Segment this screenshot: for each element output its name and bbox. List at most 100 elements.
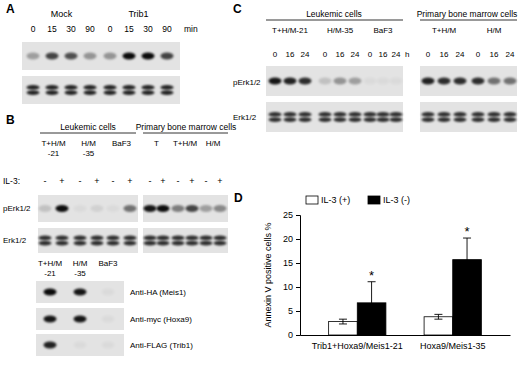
legend-swatch [368,196,380,204]
time-label: 0 [323,50,328,59]
blot-band [46,90,59,95]
blot-band [504,78,517,85]
blot-background [266,66,403,96]
blot-band [27,53,40,60]
tick: 5 [288,306,300,316]
blot-band [472,117,485,122]
blot-band [269,112,282,117]
error-cap [463,281,471,282]
blot-band [422,112,435,117]
blot-perk [22,42,180,70]
blot-band [144,205,157,212]
blot-perk-primary [420,66,517,96]
group-label: H/M-35 [327,26,354,35]
error-line [467,238,468,281]
blot-band [390,112,403,117]
blot-band [200,205,213,212]
blot-band [377,117,390,122]
blot-band [39,205,52,212]
treatment-sign: - [44,176,47,186]
y-axis: 0510152025 [283,210,301,340]
row-label: Anti-HA (Meis1) [130,288,186,297]
lane-label: -35 [74,269,86,278]
treatment-label: IL-3: [3,176,20,186]
tick-mark [296,263,300,264]
time-label: 0 [108,24,113,34]
blot-band [200,241,213,246]
header-rule [420,20,517,21]
blot-band [74,342,87,349]
header-rule [40,133,136,134]
blot-band [334,117,347,122]
header: Primary bone marrow cells [417,9,518,19]
error-cap [339,323,347,324]
time-label: 30 [66,24,76,34]
legend-swatch [306,196,318,204]
blot-erk-leukemic [266,102,403,132]
blot-band [91,241,104,246]
legend-entry [368,196,380,204]
blot-band [488,117,501,122]
panel-label: B [6,113,15,127]
group-label: BaF3 [373,26,393,35]
blot-band [364,78,377,85]
blot-erk-leukemic [38,228,138,253]
plot-area [329,238,482,335]
group-label: H/M [487,26,502,35]
blot-band [107,236,120,241]
row-label: pErk1/2 [3,204,31,213]
panel-label: C [233,2,242,16]
blot-band [157,241,170,246]
blot-band [104,85,117,90]
group-label: Mock [51,9,73,19]
time-label: 0 [426,50,431,59]
panel-label: D [234,191,243,205]
blot-perk-leukemic [38,195,138,222]
blot-band [472,78,485,85]
error-cap [339,319,347,320]
blot-background [22,76,180,104]
treatment-sign: + [94,176,99,186]
blot-band [319,112,332,117]
blot-band [157,236,170,241]
blot-erk-primary [420,102,517,132]
time-label: 24 [392,50,401,59]
treatment-sign: - [79,176,82,186]
time-label: 90 [162,24,172,34]
tick-label: 20 [283,234,293,244]
unit-label: min [184,24,198,34]
tick: 25 [283,210,300,220]
lane-label: T+H/M [41,139,66,148]
blot-band [107,241,120,246]
blot-band [65,85,78,90]
blot-band [46,85,59,90]
legend-label: IL-3 (-) [383,195,410,205]
blot-band [144,236,157,241]
blot-background [143,228,228,253]
blot-band [377,112,390,117]
blot-band [186,236,199,241]
tick-mark [296,311,300,312]
blot-background [36,281,124,303]
blot-band [422,117,435,122]
blot-band [84,53,97,60]
legend-entry [306,196,318,204]
blot-tag [36,334,124,356]
tick: 0 [288,330,300,340]
blot-band [488,78,501,85]
tick-label: 15 [283,258,293,268]
treatment-sign: + [160,176,165,186]
error-bar [368,282,376,324]
lane-label: H/M [73,259,88,268]
blot-band [472,112,485,117]
panel-label: A [6,2,15,16]
blot-band [334,78,347,85]
lane-label: H/M [81,139,96,148]
unit-label: h [405,50,409,59]
group-label: T+H/M [432,26,457,35]
blot-band [299,117,312,122]
axis-title: Annexin V positive cells % [263,222,273,327]
blot-band [123,85,136,90]
blot-band [200,236,213,241]
row-label: pErk1/2 [233,78,261,87]
